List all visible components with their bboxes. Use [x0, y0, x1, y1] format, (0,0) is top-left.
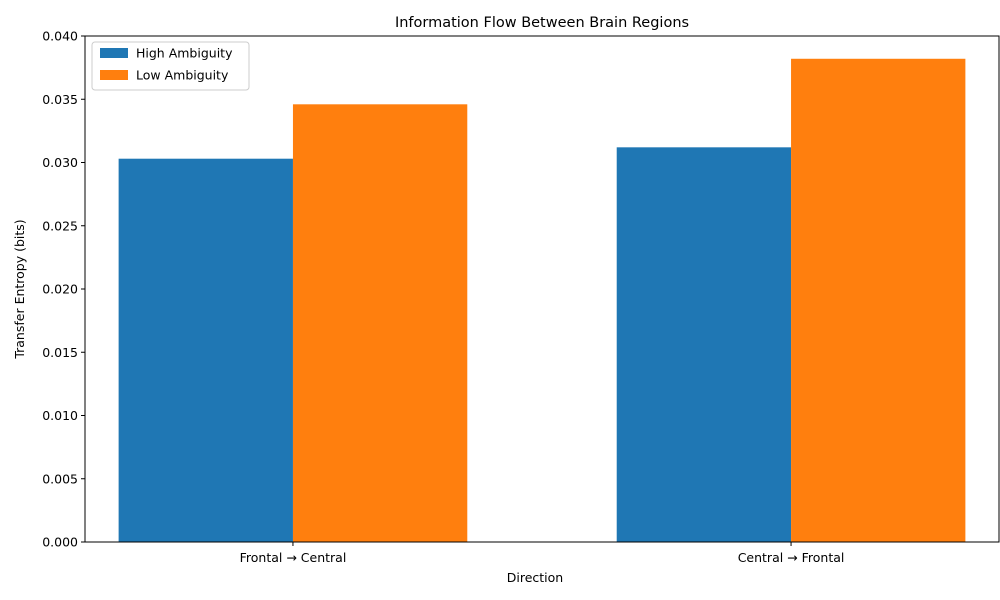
bar-high-ambiguity-1 — [616, 147, 792, 542]
legend: High Ambiguity Low Ambiguity — [91, 41, 250, 91]
y-tick-label: 0.040 — [42, 29, 78, 44]
y-tick-label: 0.000 — [42, 535, 78, 550]
y-tick-label: 0.020 — [42, 282, 78, 297]
x-axis: Frontal → Central Central → Frontal — [240, 542, 845, 565]
x-tick-label: Frontal → Central — [240, 550, 347, 565]
legend-box — [91, 41, 250, 91]
y-tick-label: 0.035 — [42, 92, 78, 107]
chart-title: Information Flow Between Brain Regions — [395, 15, 689, 31]
bar-high-ambiguity-0 — [118, 158, 293, 542]
y-tick-label: 0.025 — [42, 218, 78, 233]
y-tick-label: 0.015 — [42, 345, 78, 360]
legend-swatch — [100, 48, 128, 58]
legend-label: High Ambiguity — [136, 46, 233, 61]
y-axis-label: Transfer Entropy (bits) — [12, 219, 27, 359]
y-axis: 0.000 0.005 0.010 0.015 0.020 0.025 0.030 0.035… — [42, 29, 85, 550]
bars-group — [118, 58, 966, 543]
x-tick-label: Central → Frontal — [738, 550, 845, 565]
y-tick-label: 0.010 — [42, 408, 78, 423]
bar-low-ambiguity-1 — [791, 58, 966, 543]
legend-swatch — [100, 70, 128, 80]
legend-label: Low Ambiguity — [136, 68, 229, 83]
bar-low-ambiguity-0 — [292, 104, 468, 542]
y-tick-label: 0.005 — [42, 471, 78, 486]
x-axis-label: Direction — [507, 570, 563, 585]
y-tick-label: 0.030 — [42, 155, 78, 170]
